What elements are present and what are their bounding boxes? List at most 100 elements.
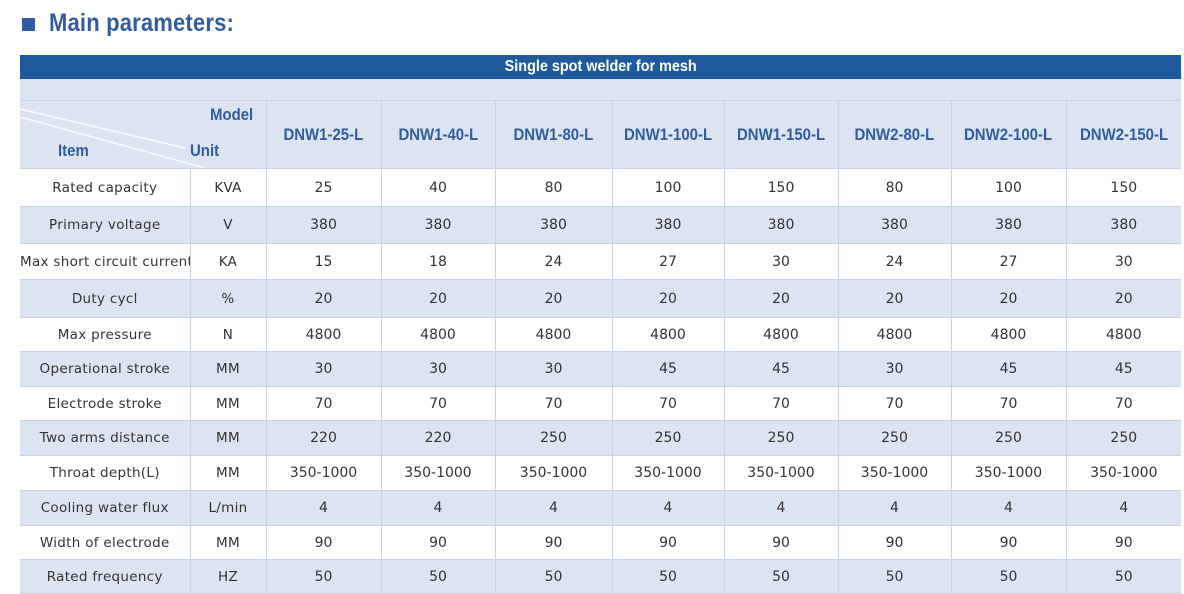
table-cell: 80	[838, 168, 952, 207]
table-cell: 220	[266, 420, 382, 456]
table-cell: 20	[951, 279, 1067, 318]
table-cell: 70	[838, 386, 952, 421]
table-cell: 40	[381, 168, 496, 207]
table-cell: 70	[495, 386, 613, 421]
table-banner-text: Single spot welder for mesh	[504, 58, 697, 75]
table-cell: 30	[266, 351, 382, 387]
table-cell: 350-1000	[495, 455, 613, 491]
row-item-label: Duty cycl	[20, 279, 191, 318]
table-cell: 4	[381, 490, 496, 526]
table-cell: 15	[266, 243, 382, 280]
table-cell: 70	[381, 386, 496, 421]
table-cell: 50	[381, 559, 496, 594]
table-cell: 30	[724, 243, 839, 280]
table-cell: 45	[724, 351, 839, 387]
table-cell: 380	[266, 206, 382, 244]
table-row: Primary voltage V 380 380 380 380 380 380 380 380	[20, 206, 1182, 244]
table-cell: 20	[266, 279, 382, 318]
model-header: DNW1-80-L	[495, 100, 613, 169]
table-cell: 20	[1066, 279, 1182, 318]
table-cell: 50	[495, 559, 613, 594]
row-unit: KA	[190, 243, 267, 280]
table-row: Rated capacity KVA 25 40 80 100 150 80 100 150	[20, 168, 1182, 207]
table-cell: 350-1000	[838, 455, 952, 491]
table-cell: 250	[1066, 420, 1182, 456]
row-item-label: Rated capacity	[20, 168, 191, 207]
corner-model-label: Model	[210, 105, 254, 124]
table-row: Rated frequency HZ 50 50 50 50 50 50 50 50	[20, 559, 1182, 594]
table-cell: 350-1000	[1066, 455, 1182, 491]
table-cell: 80	[495, 168, 613, 207]
table-cell: 4800	[266, 317, 382, 352]
table-cell: 380	[724, 206, 839, 244]
table-cell: 45	[951, 351, 1067, 387]
parameters-table-container: Single spot welder for mesh Model Item U…	[20, 55, 1182, 594]
table-cell: 250	[495, 420, 613, 456]
table-cell: 20	[495, 279, 613, 318]
table-cell: 380	[838, 206, 952, 244]
table-cell: 4	[838, 490, 952, 526]
table-cell: 150	[724, 168, 839, 207]
table-cell: 250	[612, 420, 725, 456]
table-cell: 350-1000	[951, 455, 1067, 491]
table-cell: 45	[1066, 351, 1182, 387]
table-cell: 4	[612, 490, 725, 526]
table-cell: 30	[1066, 243, 1182, 280]
table-cell: 90	[724, 525, 839, 560]
row-unit: MM	[190, 525, 267, 560]
table-cell: 380	[612, 206, 725, 244]
row-item-label: Electrode stroke	[20, 386, 191, 421]
table-cell: 4	[724, 490, 839, 526]
table-cell: 250	[724, 420, 839, 456]
table-cell: 4	[266, 490, 382, 526]
table-banner: Single spot welder for mesh	[20, 55, 1182, 79]
table-cell: 70	[612, 386, 725, 421]
table-cell: 18	[381, 243, 496, 280]
row-item-label: Operational stroke	[20, 351, 191, 387]
table-cell: 4800	[838, 317, 952, 352]
table-cell: 4800	[951, 317, 1067, 352]
model-header-text: DNW1-40-L	[398, 124, 478, 144]
table-banner-row: Single spot welder for mesh	[20, 55, 1182, 79]
table-cell: 350-1000	[724, 455, 839, 491]
table-cell: 250	[838, 420, 952, 456]
diagonal-divider-icon	[20, 108, 206, 168]
table-cell: 4800	[612, 317, 725, 352]
table-row: Operational stroke MM 30 30 30 45 45 30 45 45	[20, 351, 1182, 387]
model-header: DNW1-150-L	[724, 100, 839, 169]
table-row: Two arms distance MM 220 220 250 250 250 250 250…	[20, 420, 1182, 456]
table-cell: 4800	[1066, 317, 1182, 352]
table-cell: 50	[951, 559, 1067, 594]
table-cell: 20	[724, 279, 839, 318]
table-spacer-row	[20, 79, 1182, 101]
square-bullet-icon	[22, 17, 35, 31]
table-row: Max pressure N 4800 4800 4800 4800 4800 4800 480…	[20, 317, 1182, 352]
table-body: Single spot welder for mesh Model Item U…	[20, 55, 1182, 594]
table-cell: 100	[951, 168, 1067, 207]
table-cell: 90	[495, 525, 613, 560]
row-unit: MM	[190, 386, 267, 421]
row-item-label: Rated frequency	[20, 559, 191, 594]
header-corner-cell: Model Item Unit	[20, 100, 267, 169]
corner-item-label: Item	[58, 141, 89, 160]
table-cell: 100	[612, 168, 725, 207]
table-cell: 20	[612, 279, 725, 318]
table-row: Throat depth(L) MM 350-1000 350-1000 350-100…	[20, 455, 1182, 491]
table-cell: 250	[951, 420, 1067, 456]
row-item-label: Cooling water flux	[20, 490, 191, 526]
table-row: Duty cycl% 20 20 20 20 20 20 20 20	[20, 279, 1182, 318]
model-header-text: DNW1-100-L	[623, 124, 713, 144]
table-row: Electrode stroke MM 70 70 70 70 70 70 70 70	[20, 386, 1182, 421]
row-unit: V	[190, 206, 267, 244]
table-cell: 30	[495, 351, 613, 387]
row-item-label: Throat depth(L)	[20, 455, 191, 491]
row-unit: %	[190, 279, 267, 318]
table-cell: 70	[1066, 386, 1182, 421]
table-cell: 24	[495, 243, 613, 280]
model-header: DNW2-100-L	[951, 100, 1067, 169]
model-header-text: DNW2-100-L	[964, 124, 1053, 144]
table-cell: 50	[838, 559, 952, 594]
table-cell: 27	[612, 243, 725, 280]
corner-unit-label: Unit	[190, 141, 220, 160]
parameters-table: Single spot welder for mesh Model Item U…	[20, 55, 1182, 594]
